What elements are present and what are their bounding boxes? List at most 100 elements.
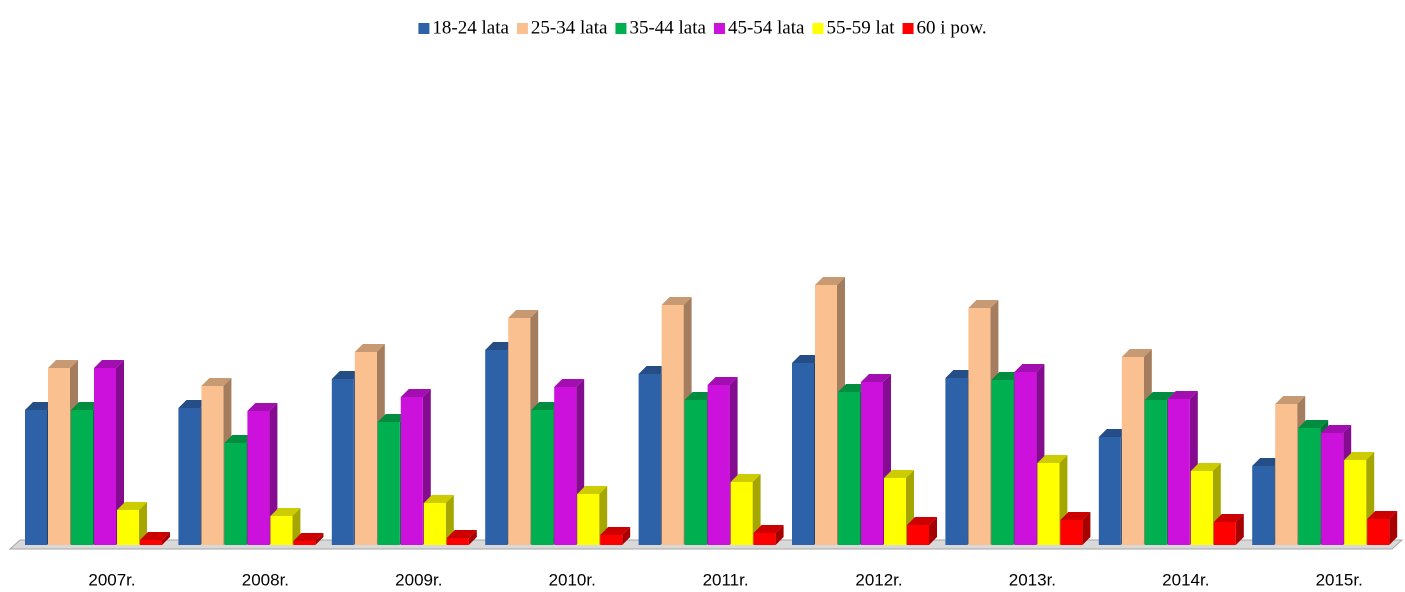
bar-top xyxy=(907,517,937,525)
bar-side xyxy=(1389,511,1398,545)
bar xyxy=(554,387,577,545)
bar-top xyxy=(224,435,255,443)
bar-top xyxy=(968,300,999,308)
bar-top xyxy=(1190,463,1221,471)
legend-swatch xyxy=(902,23,914,34)
x-tick-label: 2013r. xyxy=(1009,570,1056,589)
bar xyxy=(684,400,707,545)
bar-top xyxy=(1167,391,1198,399)
bar-top xyxy=(508,310,539,318)
bar xyxy=(707,385,730,545)
x-tick-label: 2012r. xyxy=(855,570,902,589)
legend-swatch xyxy=(713,23,725,34)
bar-top xyxy=(1367,511,1398,519)
x-tick-label: 2010r. xyxy=(549,570,596,589)
bar-top xyxy=(331,371,362,379)
bar xyxy=(377,422,400,545)
bar-top xyxy=(661,297,692,305)
bar xyxy=(1275,404,1298,545)
legend-label: 55-59 lat xyxy=(826,17,895,38)
bar-top xyxy=(838,384,868,392)
bar xyxy=(638,374,661,545)
bar-top xyxy=(377,414,408,422)
bar-top xyxy=(400,389,431,397)
bar-side xyxy=(468,530,477,545)
x-tick-label: 2015r. xyxy=(1316,570,1363,589)
legend-label: 35-44 lata xyxy=(629,17,706,38)
bar xyxy=(1298,428,1321,545)
bar xyxy=(247,411,270,545)
bar xyxy=(1344,460,1367,545)
bar xyxy=(423,503,446,545)
bar xyxy=(945,378,968,545)
bar xyxy=(117,510,139,545)
legend-label: 45-54 lata xyxy=(728,17,805,38)
bar xyxy=(485,350,508,545)
bar-side xyxy=(315,533,324,545)
bar-side xyxy=(1082,512,1091,545)
bar-top xyxy=(554,379,585,387)
bar xyxy=(1014,372,1037,545)
bar xyxy=(1367,519,1390,545)
bar xyxy=(577,494,600,545)
legend-label: 60 i pow. xyxy=(917,17,987,38)
bar xyxy=(400,397,423,545)
bar-side xyxy=(269,403,278,545)
bar xyxy=(224,443,247,545)
bar-top xyxy=(1252,458,1283,466)
bar xyxy=(270,516,293,545)
x-tick-label: 2009r. xyxy=(395,570,442,589)
bar-top xyxy=(577,486,608,494)
bar-top xyxy=(201,378,232,386)
bar xyxy=(838,392,860,545)
bar-top xyxy=(638,366,669,374)
bar-top xyxy=(792,355,822,363)
bar-top xyxy=(1037,455,1068,463)
bar-top xyxy=(684,392,715,400)
bar-top xyxy=(178,400,209,408)
bar-top xyxy=(446,530,477,538)
bar-top xyxy=(1144,392,1175,400)
x-tick-label: 2007r. xyxy=(88,570,135,589)
bar-side xyxy=(116,360,124,545)
bar-side xyxy=(1235,514,1244,545)
bar-top xyxy=(945,370,976,378)
bar xyxy=(753,533,776,545)
bar-top xyxy=(1060,512,1091,520)
bar-side xyxy=(445,495,454,545)
bar xyxy=(991,380,1014,545)
legend-swatch xyxy=(418,23,430,34)
bar-top xyxy=(293,533,324,541)
bar-top xyxy=(140,532,170,540)
bar-side xyxy=(292,508,301,545)
bar xyxy=(531,410,554,545)
bar-top xyxy=(354,344,385,352)
bar xyxy=(140,540,162,545)
bar-side xyxy=(752,474,761,545)
bar xyxy=(71,410,93,545)
bar-side xyxy=(929,517,937,545)
bar-top xyxy=(270,508,301,516)
bar xyxy=(1037,463,1060,545)
bar-side xyxy=(162,532,170,545)
bar-top xyxy=(71,402,101,410)
bar-top xyxy=(1298,420,1329,428)
bar-top xyxy=(25,402,55,410)
bar-top xyxy=(1098,429,1129,437)
bar xyxy=(1098,437,1121,545)
bar-top xyxy=(1121,349,1152,357)
bar-top xyxy=(485,342,516,350)
bar-top xyxy=(815,277,845,285)
bar-top xyxy=(1275,396,1306,404)
bar xyxy=(1252,466,1275,545)
bar-top xyxy=(1321,425,1352,433)
bar xyxy=(508,318,531,545)
x-tick-label: 2008r. xyxy=(242,570,289,589)
bar-top xyxy=(48,360,78,368)
bar xyxy=(1213,522,1236,545)
bar-top xyxy=(423,495,454,503)
bar xyxy=(201,386,224,545)
bar-side xyxy=(139,502,147,545)
legend-swatch xyxy=(615,23,627,34)
